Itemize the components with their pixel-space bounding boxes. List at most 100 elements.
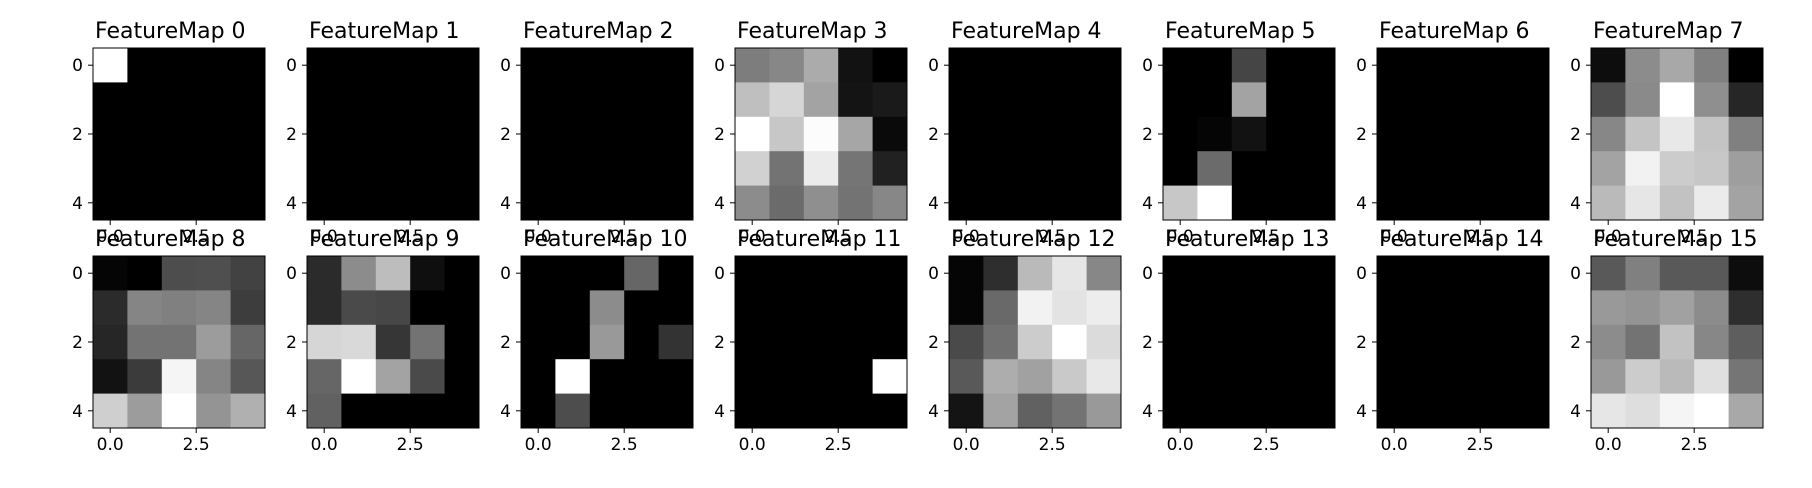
heatmap-cell bbox=[1659, 48, 1695, 83]
y-tick-label: 0 bbox=[72, 264, 83, 284]
y-tick-label: 2 bbox=[1142, 125, 1153, 145]
heatmap-cell bbox=[1514, 185, 1550, 221]
heatmap-cell bbox=[589, 116, 625, 152]
heatmap-cell bbox=[769, 48, 805, 83]
x-tick-label: 2.5 bbox=[1039, 435, 1066, 455]
heatmap-cell bbox=[1163, 290, 1198, 326]
x-tick-label: 2.5 bbox=[1253, 435, 1280, 455]
heatmap-cell bbox=[1480, 116, 1515, 152]
heatmap-cell bbox=[410, 256, 445, 291]
heatmap-cell bbox=[1591, 116, 1626, 152]
heatmap-cell bbox=[658, 393, 694, 429]
heatmap-cell bbox=[555, 393, 591, 429]
x-tick-label: 2.5 bbox=[611, 227, 638, 247]
heatmap-cell bbox=[1728, 48, 1764, 83]
x-tick-label: 0.0 bbox=[739, 227, 766, 247]
panel-title: FeatureMap 8 bbox=[95, 227, 246, 252]
heatmap-cell bbox=[838, 82, 873, 118]
heatmap-cell bbox=[1411, 359, 1447, 394]
heatmap-cell bbox=[1052, 151, 1087, 186]
heatmap-cell bbox=[1163, 185, 1198, 221]
heatmap-cell bbox=[1728, 393, 1764, 429]
heatmap-cell bbox=[803, 393, 839, 429]
heatmap-cell bbox=[127, 82, 163, 118]
feature-map-panel-9: FeatureMap 9 0 2 4 0.0 2.5 bbox=[286, 227, 480, 455]
heatmap-cell bbox=[410, 359, 445, 394]
heatmap-cell bbox=[1197, 393, 1233, 429]
heatmap-cell bbox=[1659, 324, 1695, 360]
y-tick-label: 4 bbox=[286, 402, 297, 422]
heatmap-cell bbox=[1266, 393, 1301, 429]
heatmap-cell bbox=[375, 324, 411, 360]
heatmap-cell bbox=[521, 151, 556, 186]
heatmap-cell bbox=[1377, 82, 1412, 118]
heatmap-cell bbox=[1163, 82, 1198, 118]
heatmap-cell bbox=[589, 185, 625, 221]
heatmap-cell bbox=[735, 324, 770, 360]
heatmap-cell bbox=[307, 359, 342, 394]
heatmap-cell bbox=[735, 290, 770, 326]
y-tick-label: 0 bbox=[1142, 264, 1153, 284]
heatmap-cell bbox=[1480, 151, 1515, 186]
x-tick-label: 0.0 bbox=[525, 435, 552, 455]
heatmap-cell bbox=[769, 256, 805, 291]
heatmap-cell bbox=[983, 116, 1019, 152]
heatmap-cell bbox=[1728, 185, 1764, 221]
heatmap-cell bbox=[1086, 256, 1122, 291]
x-tick-label: 0.0 bbox=[953, 227, 980, 247]
heatmap-cell bbox=[949, 82, 984, 118]
heatmap-cell bbox=[983, 185, 1019, 221]
heatmap-cell bbox=[1300, 290, 1336, 326]
y-tick-label: 0 bbox=[1142, 56, 1153, 76]
heatmap-cell bbox=[1445, 82, 1481, 118]
heatmap-cell bbox=[196, 324, 231, 360]
panel-title: FeatureMap 0 bbox=[95, 19, 246, 44]
heatmap-cell bbox=[1411, 48, 1447, 83]
heatmap-cell bbox=[521, 359, 556, 394]
heatmap-cell bbox=[1300, 393, 1336, 429]
heatmap-cell bbox=[949, 290, 984, 326]
y-tick-label: 0 bbox=[1356, 264, 1367, 284]
x-tick-label: 0.0 bbox=[1595, 435, 1622, 455]
heatmap-cell bbox=[1659, 185, 1695, 221]
heatmap-cell bbox=[230, 256, 266, 291]
heatmap-cell bbox=[1377, 256, 1412, 291]
heatmap-cell bbox=[555, 151, 591, 186]
heatmap-cell bbox=[307, 116, 342, 152]
heatmap-cell bbox=[230, 48, 266, 83]
heatmap-cell bbox=[1086, 82, 1122, 118]
x-tick-label: 0.0 bbox=[1595, 227, 1622, 247]
heatmap-cell bbox=[983, 48, 1019, 83]
heatmap-cell bbox=[803, 116, 839, 152]
heatmap-cell bbox=[1445, 256, 1481, 291]
heatmap-cell bbox=[1052, 116, 1087, 152]
heatmap-cell bbox=[555, 116, 591, 152]
heatmap-cell bbox=[1017, 393, 1053, 429]
heatmap-cell bbox=[1411, 82, 1447, 118]
heatmap-cell bbox=[1591, 151, 1626, 186]
heatmap-cell bbox=[375, 151, 411, 186]
panel-title: FeatureMap 4 bbox=[951, 19, 1102, 44]
heatmap-cell bbox=[769, 324, 805, 360]
x-tick-label: 0.0 bbox=[1167, 227, 1194, 247]
heatmap-cell bbox=[769, 359, 805, 394]
heatmap-cell bbox=[161, 256, 197, 291]
heatmap-cell bbox=[769, 290, 805, 326]
heatmap-cell bbox=[1625, 151, 1661, 186]
heatmap-cell bbox=[230, 116, 266, 152]
y-tick-label: 0 bbox=[286, 56, 297, 76]
feature-map-panel-2: FeatureMap 2 0 2 4 0.0 2.5 bbox=[500, 19, 694, 247]
heatmap-cell bbox=[1728, 82, 1764, 118]
heatmap-cell bbox=[735, 393, 770, 429]
x-tick-label: 2.5 bbox=[1253, 227, 1280, 247]
heatmap-cell bbox=[1300, 48, 1336, 83]
heatmap-cell bbox=[803, 290, 839, 326]
heatmap-cell bbox=[307, 256, 342, 291]
heatmap-cell bbox=[127, 256, 163, 291]
heatmap-cell bbox=[410, 185, 445, 221]
y-tick-label: 4 bbox=[1142, 194, 1153, 214]
heatmap-cell bbox=[1694, 324, 1729, 360]
heatmap-cell bbox=[803, 185, 839, 221]
heatmap-cell bbox=[410, 393, 445, 429]
heatmap-cell bbox=[983, 359, 1019, 394]
